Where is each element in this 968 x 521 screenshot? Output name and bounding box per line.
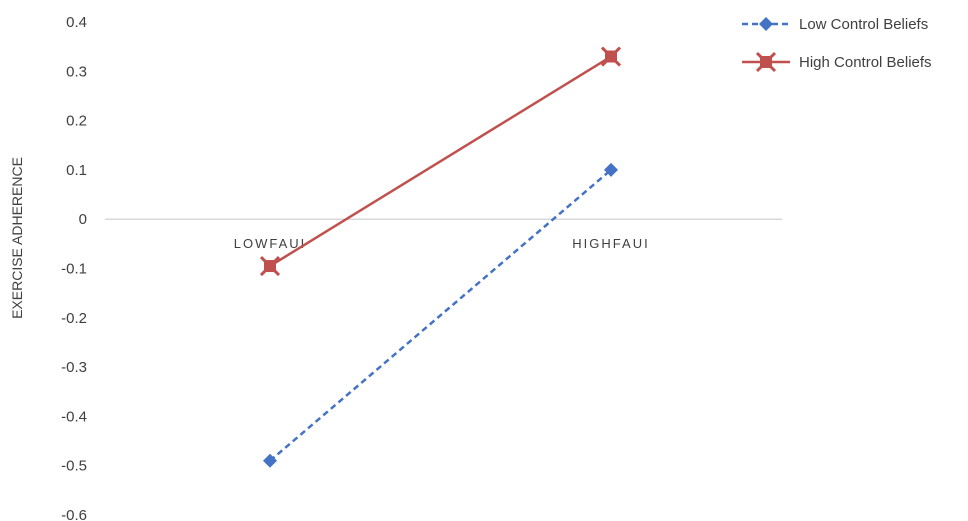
data-point-marker <box>259 255 281 277</box>
y-tick-label: -0.5 <box>61 458 87 475</box>
legend-label: High Control Beliefs <box>799 54 932 71</box>
x-axis-categories: LOWFAUI HIGHFAUI <box>234 236 649 251</box>
y-tick-label: -0.6 <box>61 507 87 521</box>
legend-label: Low Control Beliefs <box>799 16 928 33</box>
series-layer <box>259 46 622 468</box>
y-tick-label: 0.1 <box>66 162 87 179</box>
legend-marker <box>755 51 777 73</box>
series-line <box>269 168 612 462</box>
y-tick-label: 0.3 <box>66 63 87 80</box>
legend: Low Control Beliefs High Control Beliefs <box>742 16 932 73</box>
y-tick-label: -0.4 <box>61 408 87 425</box>
data-point-marker <box>604 162 618 177</box>
data-point-marker <box>263 453 277 468</box>
y-tick-label: -0.1 <box>61 261 87 278</box>
x-category-label: HIGHFAUI <box>572 236 649 251</box>
y-axis-ticks: 0.4 0.3 0.2 0.1 0 -0.1 -0.2 -0.3 -0.4 -0.5 -0.6 <box>61 14 87 521</box>
y-tick-label: -0.3 <box>61 359 87 376</box>
y-axis-label: EXERCISE ADHERENCE <box>9 157 25 319</box>
x-category-label: LOWFAUI <box>234 236 307 251</box>
y-tick-label: 0 <box>79 211 87 228</box>
data-point-marker <box>600 46 622 67</box>
legend-marker <box>759 17 773 31</box>
y-tick-label: 0.2 <box>66 113 87 130</box>
y-tick-label: -0.2 <box>61 310 87 327</box>
series-line <box>269 55 612 268</box>
y-tick-label: 0.4 <box>66 14 87 31</box>
